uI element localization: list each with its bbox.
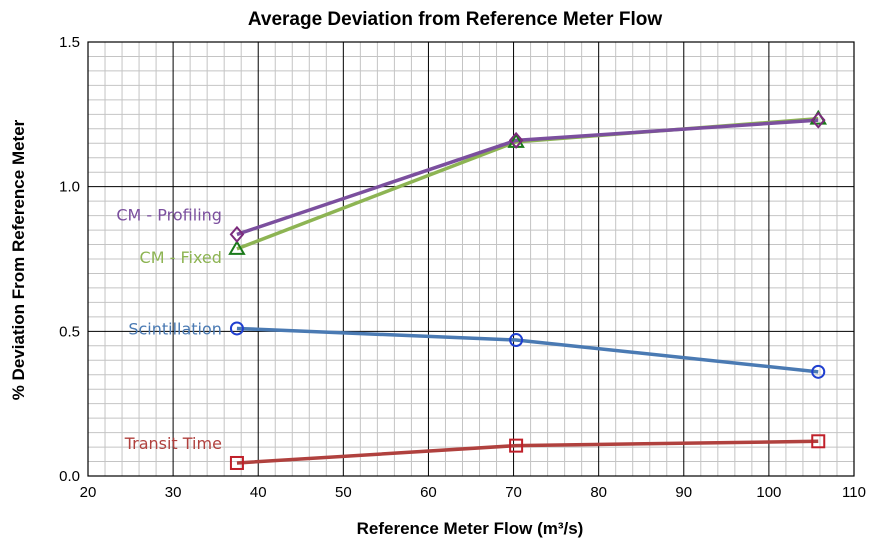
x-tick-label: 100 — [756, 484, 781, 501]
series-label-transit-time: Transit Time — [124, 434, 222, 453]
series-label-cm-fixed: CM - Fixed — [140, 248, 222, 267]
series-labels: CM - Profiling CM - Fixed Scintillation Tra… — [116, 205, 222, 453]
x-tick-label: 30 — [165, 484, 182, 501]
x-tick-label: 50 — [335, 484, 352, 501]
x-tick-label: 110 — [842, 484, 866, 501]
chart-title: Average Deviation from Reference Meter F… — [248, 9, 662, 30]
data-point-scintillation — [811, 364, 826, 379]
x-tick-label: 20 — [80, 484, 97, 501]
series-label-cm-profiling: CM - Profiling — [116, 205, 222, 224]
data-point-cm-profiling — [810, 111, 826, 129]
y-tick-label: 1.5 — [59, 34, 80, 51]
data-point-cm-profiling — [229, 225, 245, 243]
chart-grid — [87, 41, 855, 477]
series-line-cm-profiling — [236, 118, 819, 237]
x-axis-title: Reference Meter Flow (m³/s) — [357, 519, 584, 538]
data-point-cm-fixed — [228, 239, 246, 255]
data-point-transit-time — [509, 438, 524, 453]
series-label-scintillation: Scintillation — [128, 319, 222, 338]
series-line-scintillation — [236, 326, 819, 374]
x-tick-label: 80 — [590, 484, 607, 501]
plot-area-frame — [87, 41, 855, 477]
data-point-transit-time — [229, 455, 244, 470]
x-tick-label: 70 — [505, 484, 522, 501]
data-point-scintillation — [229, 321, 244, 336]
y-tick-label: 0.0 — [59, 468, 80, 485]
y-axis-title: % Deviation From Reference Meter — [9, 119, 28, 400]
series-layer — [228, 109, 827, 470]
x-tick-label: 40 — [250, 484, 267, 501]
axis-ticks: 20 30 40 50 60 70 80 90 100 110 0.0 0.5 1.0 1.5 — [59, 34, 866, 501]
y-tick-label: 1.0 — [59, 179, 80, 196]
series-line-transit-time — [236, 439, 819, 465]
data-point-transit-time — [811, 434, 826, 449]
x-tick-label: 90 — [675, 484, 692, 501]
y-tick-label: 0.5 — [59, 323, 80, 340]
data-point-cm-profiling — [508, 131, 524, 149]
data-point-scintillation — [509, 333, 524, 348]
x-tick-label: 60 — [420, 484, 437, 501]
